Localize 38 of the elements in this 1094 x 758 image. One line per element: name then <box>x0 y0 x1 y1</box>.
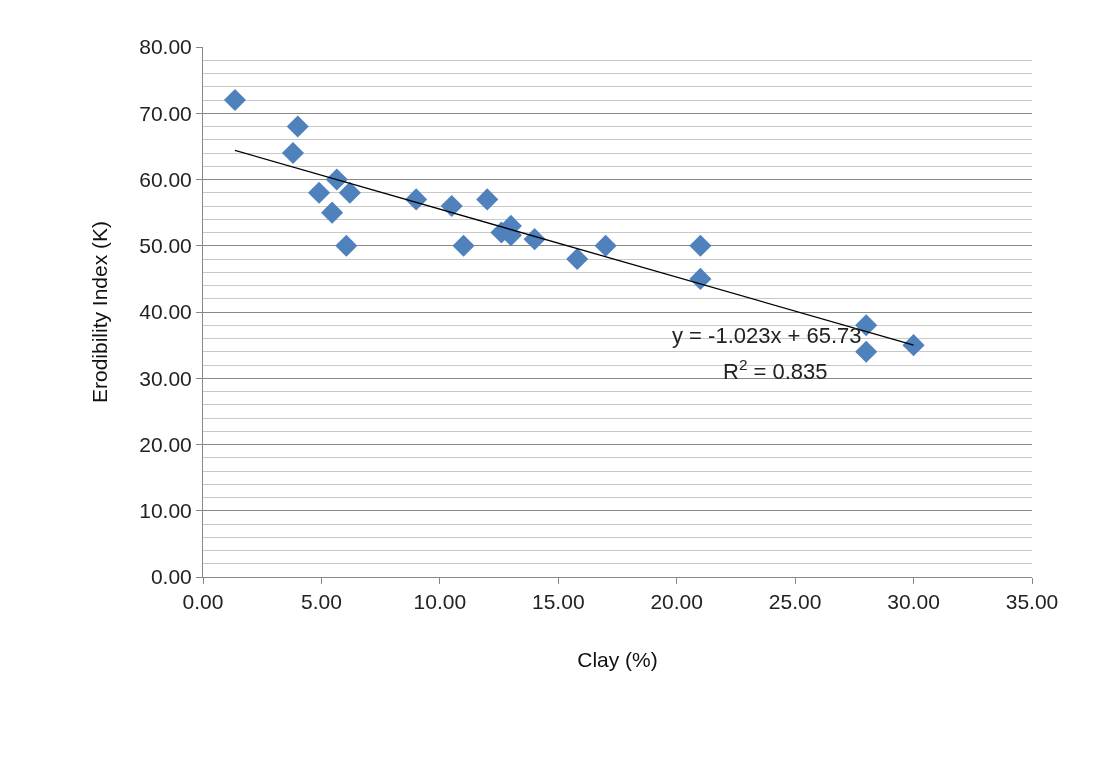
x-tick-label: 5.00 <box>300 590 342 614</box>
point <box>223 88 247 112</box>
point <box>476 188 499 211</box>
point <box>338 181 361 204</box>
point <box>689 267 712 290</box>
point <box>523 228 546 251</box>
x-tick-label: 0.00 <box>182 590 224 614</box>
y-tick-label: 60.00 <box>139 167 192 191</box>
x-axis-title: Clay (%) <box>577 648 658 672</box>
x-tick-label: 20.00 <box>650 590 703 614</box>
y-tick-label: 10.00 <box>139 499 192 523</box>
y-tick-label: 80.00 <box>139 35 192 59</box>
point <box>594 234 617 257</box>
point <box>325 168 348 191</box>
y-tick-label: 30.00 <box>139 366 192 390</box>
annotation: R$^{2}$ = 0.835 <box>723 356 828 385</box>
point <box>566 247 589 271</box>
y-tick-label: 40.00 <box>139 300 192 324</box>
x-tick-label: 30.00 <box>887 590 940 614</box>
point <box>689 234 712 257</box>
x-tick-label: 25.00 <box>768 590 822 614</box>
x-tick-label: 15.00 <box>532 590 585 614</box>
point <box>321 201 344 224</box>
point <box>286 115 309 138</box>
point <box>452 234 475 257</box>
annotation: y = -1.023x + 65.73 <box>672 323 862 348</box>
point <box>902 334 925 357</box>
y-axis-title: Erodibility Index (K) <box>88 220 112 404</box>
point <box>308 181 331 204</box>
x-tick-label: 35.00 <box>1005 590 1059 614</box>
y-tick-label: 20.00 <box>139 432 192 456</box>
x-tick-label: 10.00 <box>413 590 467 614</box>
y-tick-label: 0.00 <box>150 565 192 589</box>
point <box>335 234 358 257</box>
y-tick-label: 50.00 <box>139 234 192 258</box>
point <box>440 194 463 218</box>
y-tick-label: 70.00 <box>139 101 192 125</box>
point <box>281 141 305 165</box>
